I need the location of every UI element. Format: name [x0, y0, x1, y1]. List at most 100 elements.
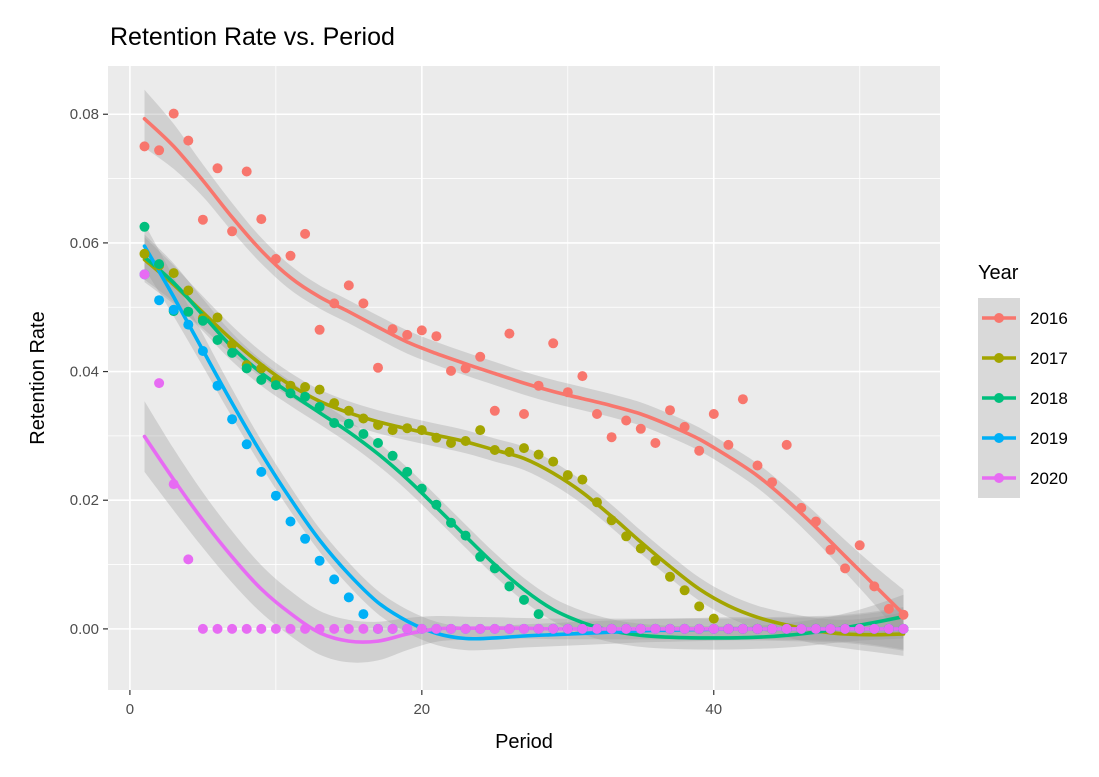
data-point-2017: [139, 248, 150, 259]
data-point-2016: [300, 228, 311, 239]
data-point-2020: [270, 623, 281, 634]
confidence-band-2020: [144, 401, 904, 663]
data-point-2016: [533, 380, 544, 391]
data-point-2020: [752, 623, 763, 634]
data-point-2016: [635, 423, 646, 434]
data-point-2020: [183, 554, 194, 565]
data-point-2020: [460, 623, 471, 634]
data-point-2018: [154, 259, 165, 270]
data-point-2016: [898, 609, 909, 620]
data-point-2016: [489, 405, 500, 416]
data-point-2016: [285, 250, 296, 261]
smooth-line-2017: [142, 257, 906, 637]
data-point-2020: [562, 623, 573, 634]
data-point-2016: [387, 324, 398, 335]
data-point-2020: [781, 623, 792, 634]
data-point-2017: [300, 382, 311, 392]
data-point-2017: [577, 474, 588, 485]
data-point-2019: [197, 346, 208, 356]
data-point-2017: [708, 613, 719, 624]
data-point-2016: [227, 226, 238, 237]
data-point-2020: [665, 623, 675, 634]
y-tick-label: 0.06: [70, 235, 99, 252]
data-point-2019: [300, 533, 311, 544]
data-point-2017: [373, 420, 383, 430]
data-point-2020: [446, 623, 456, 634]
data-point-2019: [343, 592, 354, 603]
data-point-2020: [606, 623, 617, 634]
data-point-2017: [504, 447, 515, 457]
data-point-2017: [489, 445, 500, 455]
data-point-2018: [212, 335, 223, 345]
data-point-2016: [825, 544, 836, 555]
data-point-2020: [402, 623, 413, 634]
y-tick-label: 0.04: [70, 364, 99, 381]
data-point-2018: [460, 530, 471, 541]
legend-label: 2016: [1030, 309, 1068, 328]
data-point-2016: [796, 502, 807, 513]
data-point-2016: [548, 338, 559, 349]
data-point-2020: [504, 623, 515, 634]
data-point-2017: [562, 470, 573, 481]
data-point-2020: [708, 623, 719, 634]
data-point-2017: [621, 531, 632, 542]
data-point-2020: [767, 623, 778, 634]
data-point-2018: [285, 388, 296, 399]
data-point-2016: [343, 280, 354, 291]
data-point-2020: [840, 623, 851, 634]
data-point-2018: [270, 380, 281, 391]
data-point-2016: [314, 324, 325, 335]
data-point-2020: [241, 623, 252, 634]
data-point-2020: [358, 623, 369, 634]
x-tick-label: 40: [705, 701, 722, 718]
legend-label: 2020: [1030, 469, 1068, 488]
data-point-2016: [504, 328, 515, 339]
x-tick-label: 20: [413, 701, 430, 718]
data-point-2017: [285, 380, 296, 391]
data-point-2016: [650, 438, 661, 448]
data-point-2016: [869, 581, 880, 592]
data-point-2020: [723, 623, 734, 634]
data-point-2020: [883, 623, 894, 634]
legend-item-2019: 2019: [978, 418, 1068, 458]
data-point-2016: [883, 603, 894, 614]
legend-key-point: [994, 393, 1004, 403]
smooth-line-2018: [142, 255, 906, 640]
data-point-2016: [431, 331, 442, 342]
data-point-2018: [519, 594, 529, 605]
smooth-line-2016: [142, 117, 906, 616]
data-point-2018: [475, 551, 486, 562]
data-point-2019: [168, 304, 179, 315]
data-point-2020: [256, 623, 267, 634]
data-point-2017: [592, 497, 602, 508]
legend-key-point: [994, 313, 1004, 323]
data-point-2016: [256, 214, 267, 225]
data-point-2016: [694, 445, 705, 456]
y-tick-label: 0.00: [70, 621, 99, 638]
data-point-2019: [154, 295, 165, 306]
legend-label: 2017: [1030, 349, 1068, 368]
data-point-2018: [373, 438, 383, 448]
data-point-2019: [227, 414, 238, 425]
data-point-2020: [154, 378, 165, 389]
data-point-2020: [343, 623, 354, 634]
data-point-2016: [475, 351, 486, 362]
data-points: [139, 108, 909, 634]
data-point-2020: [139, 269, 150, 280]
data-point-2020: [329, 623, 340, 634]
data-point-2016: [519, 409, 529, 419]
data-point-2019: [314, 555, 325, 566]
data-point-2018: [329, 418, 340, 428]
data-point-2018: [358, 429, 369, 439]
data-point-2016: [446, 365, 456, 376]
data-point-2020: [898, 623, 909, 634]
data-point-2017: [635, 543, 646, 554]
data-point-2016: [183, 135, 194, 146]
data-point-2018: [343, 418, 354, 429]
data-point-2016: [737, 394, 748, 405]
data-point-2016: [241, 166, 252, 177]
data-point-2020: [577, 623, 588, 634]
data-point-2017: [460, 436, 471, 446]
data-point-2016: [767, 477, 778, 488]
